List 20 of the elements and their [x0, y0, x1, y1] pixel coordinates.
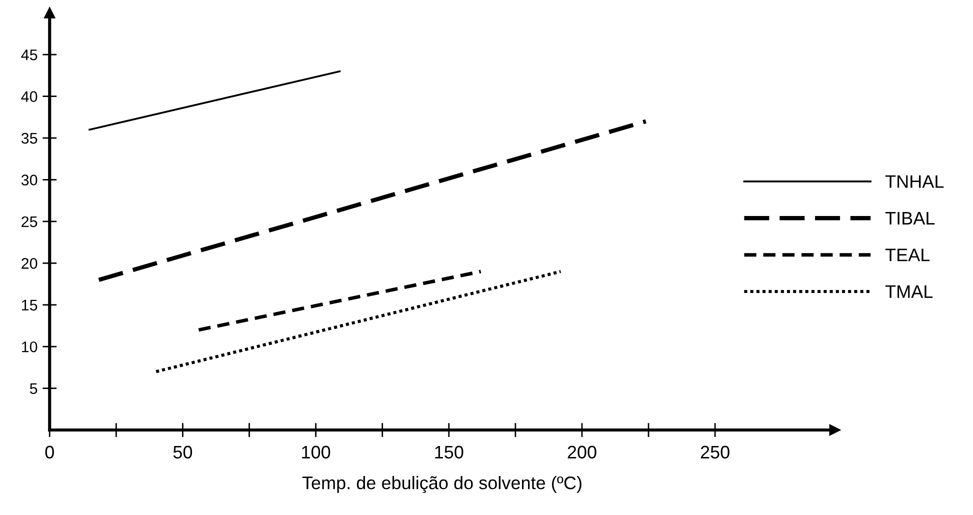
y-tick-label: 5 — [30, 383, 38, 394]
x-tick-label: 0 — [45, 446, 54, 459]
y-tick-label: 30 — [21, 174, 38, 186]
text: TEAL — [885, 248, 930, 262]
text: TMAL — [885, 285, 933, 298]
y-tick-label: 45 — [21, 50, 38, 60]
y-tick-label: 40 — [21, 91, 38, 102]
x-axis-title: Temp. de ebulição do solvente (ºC) — [302, 476, 582, 493]
x-tick-label: 50 — [173, 446, 192, 459]
y-tick-label: 25 — [22, 216, 38, 228]
y-tick-label: 15 — [22, 300, 38, 311]
x-tick-label: 250 — [700, 446, 730, 459]
x-tick-label: 200 — [568, 446, 596, 459]
x-tick-label: 100 — [302, 446, 330, 459]
text: TNHAL — [885, 175, 944, 188]
y-tick-label: 10 — [22, 341, 38, 352]
y-tick-label: 20 — [22, 258, 38, 269]
x-tick-label: 150 — [435, 446, 464, 459]
y-tick-label: 35 — [21, 132, 38, 144]
text: TIBAL — [885, 212, 935, 224]
